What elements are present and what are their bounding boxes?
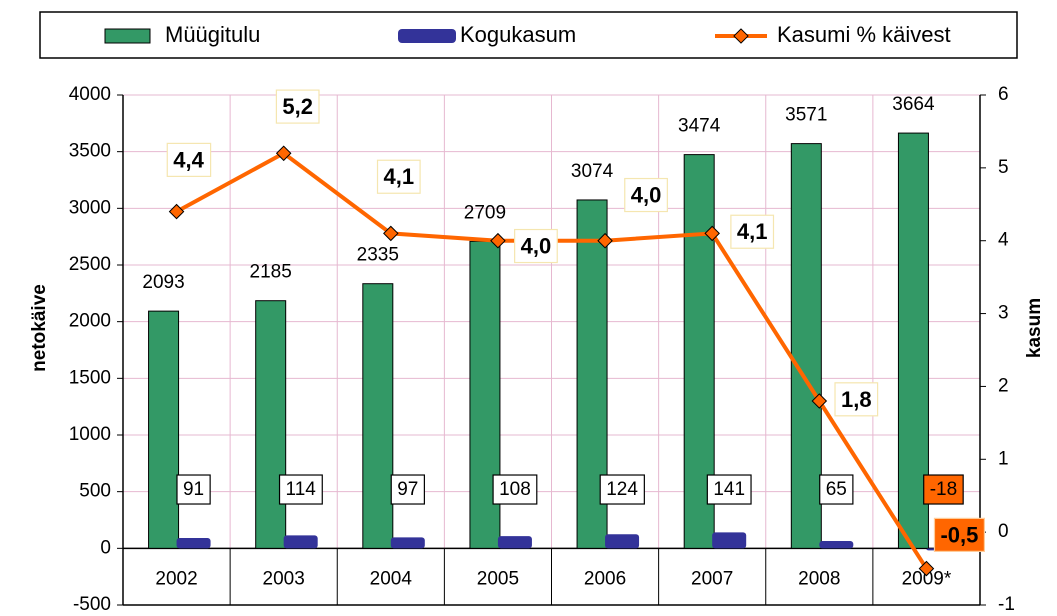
bar (176, 538, 211, 549)
bar-value-label-box (706, 474, 752, 505)
line-marker (275, 145, 292, 162)
y2-tick-label: 6 (998, 84, 1009, 105)
bar-value-label: 2185 (250, 262, 292, 283)
bar-value-label-box (390, 474, 425, 505)
line-value-label: 4,1 (737, 219, 768, 244)
bar (148, 310, 180, 549)
legend-label: Kogukasum (460, 22, 576, 47)
legend-swatch (104, 28, 151, 44)
y-tick-label: 3000 (69, 197, 111, 218)
line-value-label: 4,1 (384, 164, 415, 189)
legend-box (39, 11, 1018, 59)
y2-axis-label: kasum (1024, 298, 1045, 358)
line-value-label-box (514, 228, 558, 264)
y2-tick-label: 2 (998, 375, 1009, 396)
line-value-label-box (730, 214, 775, 249)
y-tick-label: 2500 (69, 254, 111, 275)
y-tick-label: 2000 (69, 311, 111, 332)
bar (362, 283, 394, 549)
x-tick-label: 2005 (477, 569, 519, 590)
bar-value-label-box (176, 474, 211, 505)
bar-value-label-box (492, 474, 538, 505)
line-marker (490, 232, 506, 249)
line-value-label: 5,2 (282, 94, 313, 119)
line-value-label-box (624, 177, 668, 213)
x-tick-label: 2007 (691, 569, 733, 590)
y-tick-label: -500 (73, 594, 111, 615)
line-marker (704, 225, 720, 242)
bar-value-label-box (599, 474, 645, 505)
bar (255, 300, 287, 549)
line-marker (597, 232, 613, 249)
bar (819, 540, 854, 549)
y2-tick-label: 3 (998, 303, 1009, 324)
legend-label: Müügitulu (165, 22, 260, 47)
x-tick-label: 2003 (263, 569, 305, 590)
line-value-label-box (166, 142, 212, 177)
bar (283, 535, 318, 549)
bar-value-label-box (923, 474, 964, 505)
bar (605, 534, 640, 549)
bar-value-label: -18 (930, 479, 957, 500)
line-value-label: 4,0 (631, 183, 662, 208)
legend-label: Kasumi % käivest (777, 22, 951, 47)
bar-value-label: 3571 (785, 105, 827, 126)
line-value-label: 4,0 (521, 234, 552, 259)
bar (790, 143, 822, 549)
bar (390, 537, 425, 549)
legend-swatch (398, 29, 456, 43)
line-value-label: 4,4 (173, 147, 204, 172)
bar-value-label: 124 (606, 479, 638, 500)
y2-tick-label: 4 (998, 230, 1009, 251)
bar (497, 536, 532, 549)
y-tick-label: 4000 (69, 84, 111, 105)
bar-value-label: 2093 (142, 272, 184, 293)
line-marker (811, 393, 828, 409)
bar-value-label: 2335 (357, 245, 399, 266)
bar-value-label-box (819, 474, 854, 505)
y2-tick-label: 1 (998, 448, 1009, 469)
y2-tick-label: -1 (998, 594, 1015, 615)
y-tick-label: 3500 (69, 141, 111, 162)
bar-value-label: 3474 (678, 116, 721, 137)
x-tick-label: 2004 (370, 569, 413, 590)
bar-value-label: 3074 (571, 161, 614, 182)
bar-value-label: 114 (286, 479, 317, 500)
line-value-label-box (933, 517, 985, 552)
x-tick-label: 2009* (902, 569, 952, 590)
x-tick-label: 2002 (155, 569, 197, 590)
bar-value-label: 141 (713, 479, 745, 500)
line-value-label: -0,5 (940, 522, 978, 547)
y-axis-label: netokäive (29, 284, 50, 372)
y-tick-label: 1000 (69, 424, 111, 445)
line-marker (168, 203, 185, 220)
bar (712, 532, 747, 549)
line-value-label: 1,8 (841, 387, 872, 412)
x-tick-label: 2008 (798, 569, 840, 590)
line-value-label-box (275, 89, 320, 124)
legend-marker (733, 28, 749, 44)
y-tick-label: 0 (100, 537, 111, 558)
y-tick-label: 500 (79, 481, 111, 502)
y2-tick-label: 0 (998, 521, 1009, 542)
bar-value-label: 91 (183, 479, 204, 500)
line-marker (383, 225, 399, 242)
x-tick-label: 2006 (584, 569, 626, 590)
bar-value-label: 108 (499, 479, 531, 500)
bar-value-label: 2709 (464, 202, 506, 223)
bar-value-label: 97 (397, 479, 418, 500)
line-value-label-box (376, 159, 421, 194)
line-value-label-box (834, 382, 879, 417)
bar-value-label-box (278, 474, 323, 505)
y2-tick-label: 5 (998, 157, 1009, 178)
bar-value-label: 65 (826, 479, 847, 500)
bar-value-label: 3664 (892, 94, 935, 115)
line-marker (918, 560, 935, 577)
y-tick-label: 1500 (69, 367, 111, 388)
